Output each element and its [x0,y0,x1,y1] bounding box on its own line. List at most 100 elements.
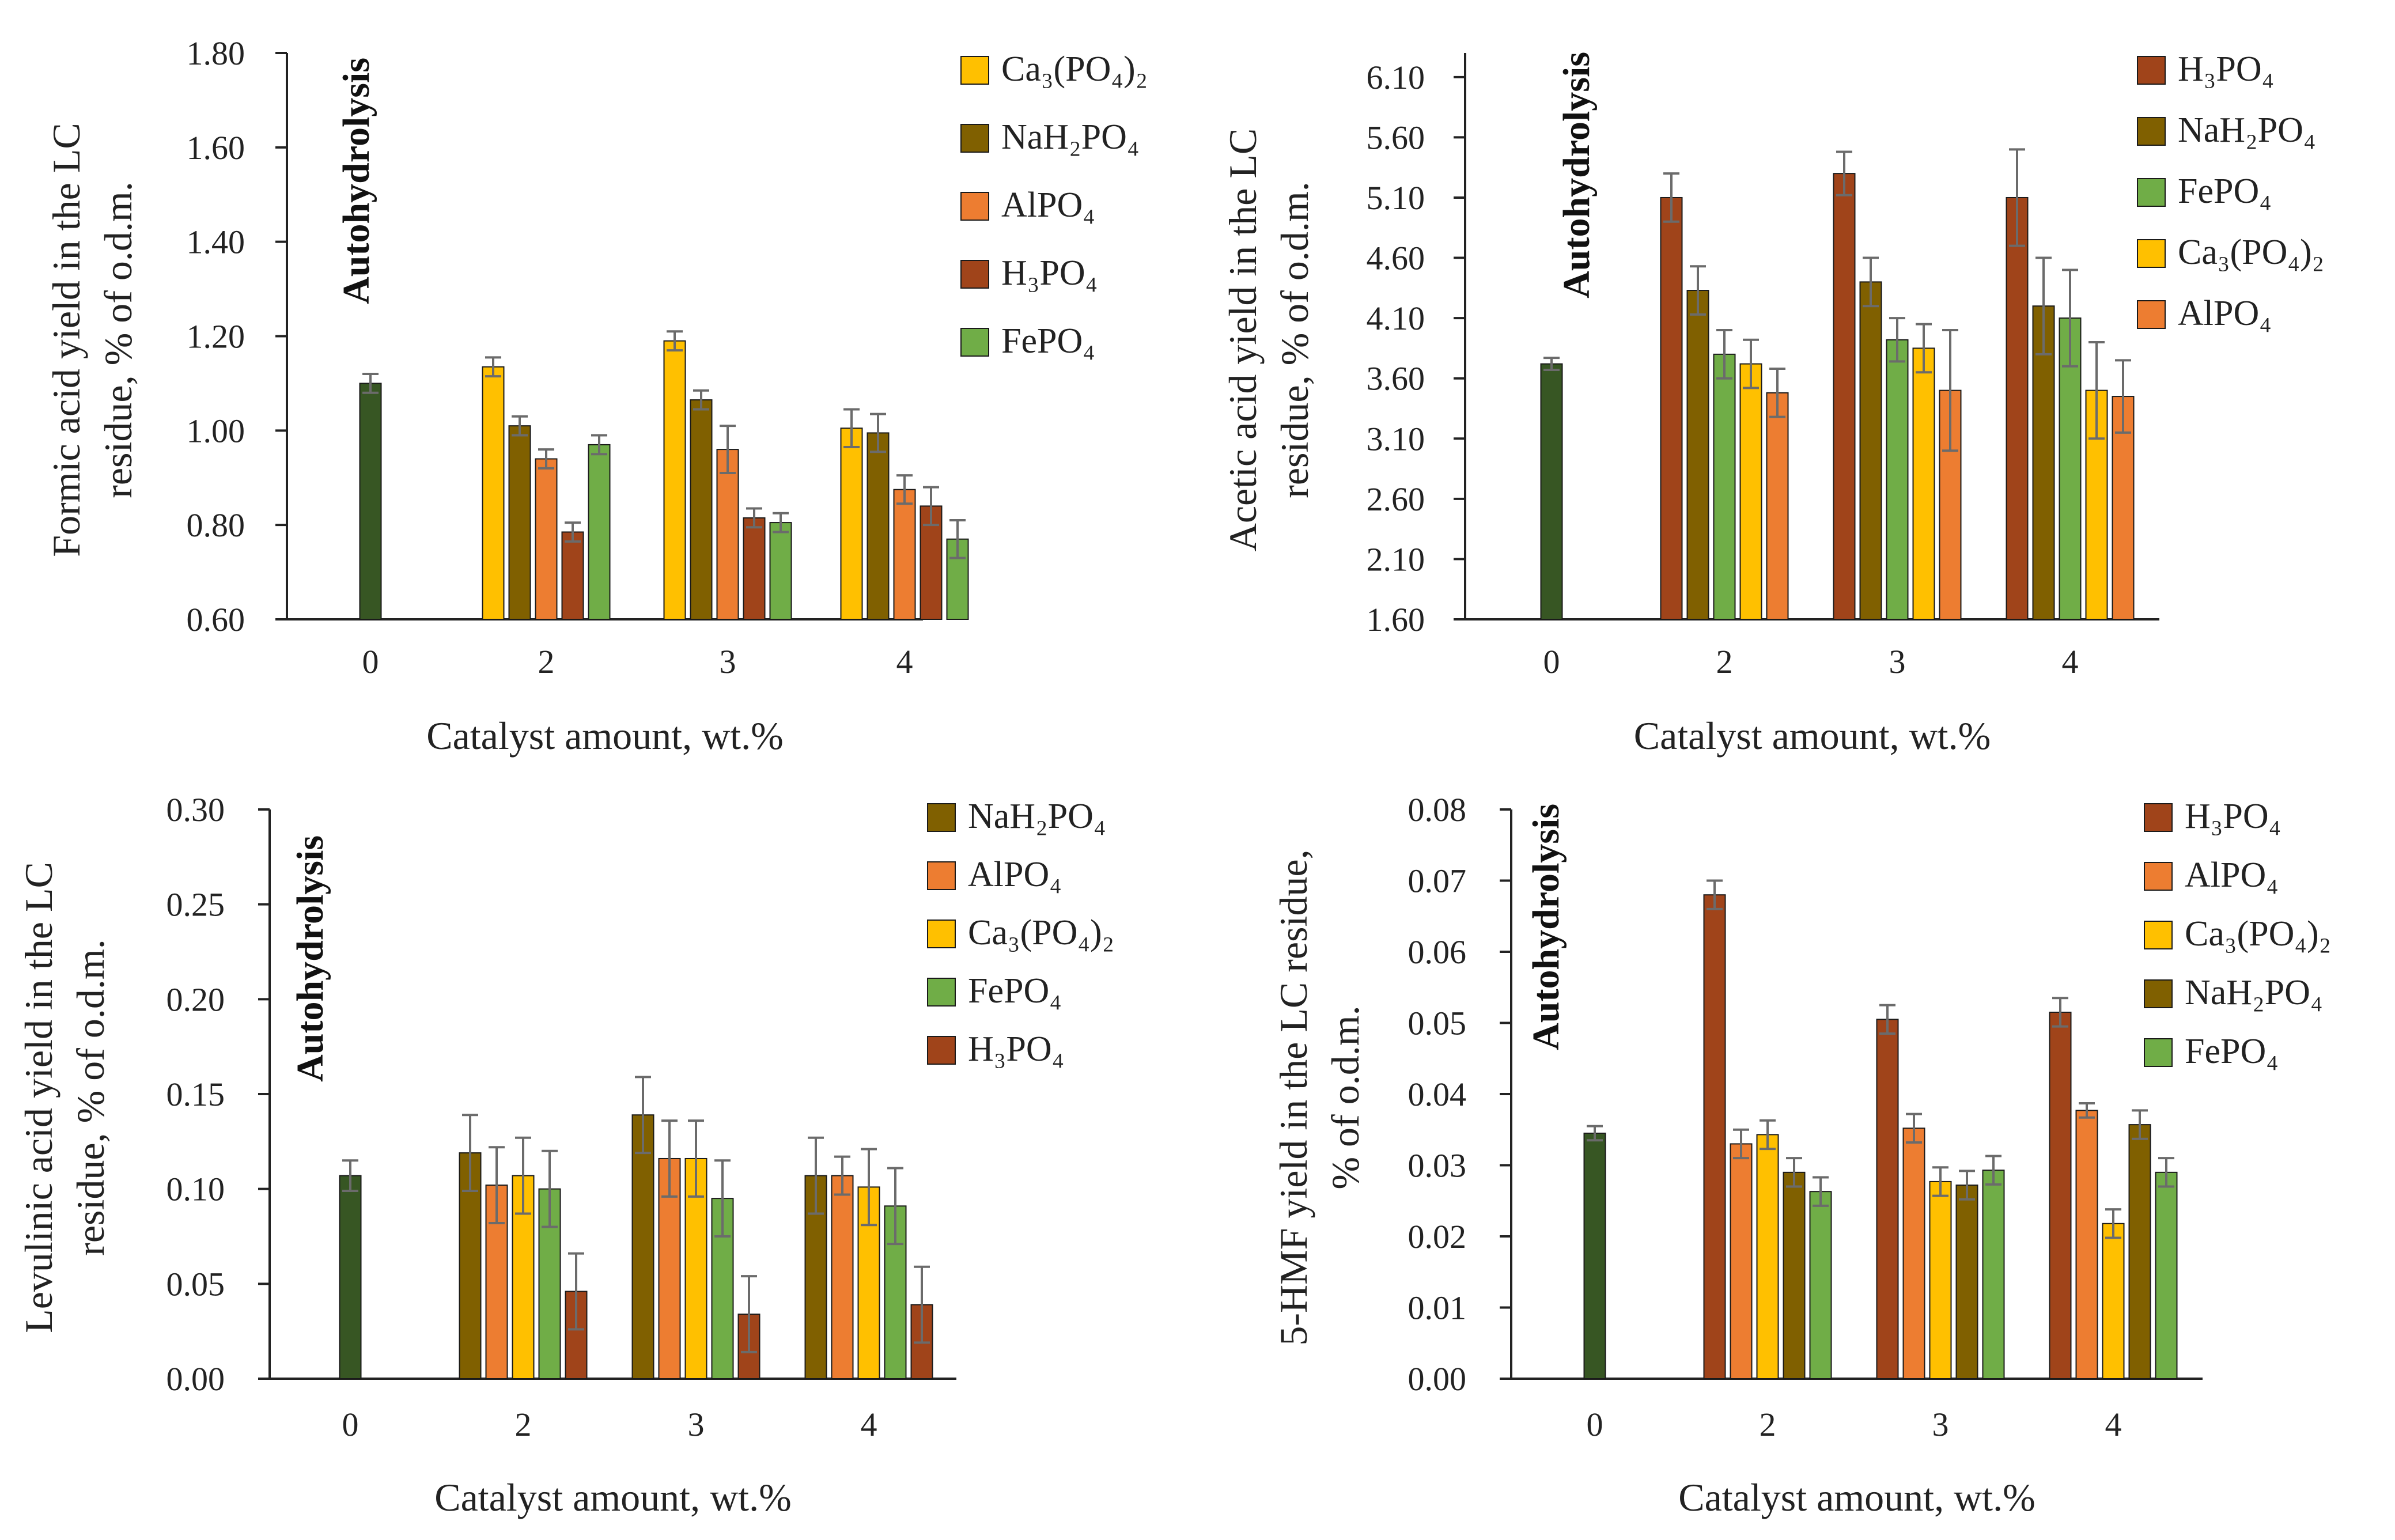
y-tick-label: 0.30 [167,791,225,828]
legend-swatch [927,920,956,948]
x-axis-title: Catalyst amount, wt.% [1634,714,1991,758]
bar-ca3po42 [482,366,505,620]
y-tick-label: 0.60 [187,601,245,638]
x-tick-label: 0 [1543,643,1560,680]
bar-alpo4 [1730,1143,1753,1379]
autohydrolysis-annotation: Autohydrolysis [289,835,331,1082]
y-tick-label: 2.10 [1367,540,1425,578]
legend-swatch [960,192,989,221]
y-tick-label: 1.40 [187,224,245,261]
y-tick-label: 5.60 [1367,119,1425,156]
bar-alpo4 [535,458,558,620]
bar-autohydrolysis [1540,363,1563,620]
y-axis-title: Formic acid yield in the LC [44,123,88,557]
y-axis-title: Acetic acid yield in the LC [1221,128,1265,552]
y-tick-label: 0.15 [167,1076,225,1113]
y-tick-label: 1.80 [187,35,245,72]
legend-swatch [2144,1038,2173,1067]
legend-swatch [927,978,956,1007]
legend-label: H₃PO₄ [2185,797,2281,836]
legend-label: Ca₃(PO₄)₂ [968,913,1114,952]
legend-label: AlPO₄ [2185,856,2279,895]
x-tick-label: 4 [2062,643,2079,680]
y-tick-label: 6.10 [1367,59,1425,96]
x-tick-label: 2 [1716,643,1733,680]
x-tick-label: 3 [688,1406,705,1443]
y-tick-label: 1.60 [1367,601,1425,638]
legend-swatch [2144,803,2173,832]
bar-nah2po4 [867,432,890,620]
x-tick-label: 3 [1932,1406,1949,1443]
y-tick-label: 0.05 [1408,1005,1467,1042]
x-tick-label: 2 [1760,1406,1776,1443]
legend-label: NaH₂PO₄ [1001,118,1140,157]
bar-h3po4 [743,517,766,620]
legend-label: FePO₄ [2178,172,2272,211]
legend-swatch [960,56,989,85]
y-tick-label: 4.60 [1367,240,1425,277]
legend-label: AlPO₄ [968,855,1062,894]
chart-4: 0.00 0.01 0.02 0.03 0.04 0.05 0.06 0.07 0.08 0 2 3 4… [1272,791,2331,1519]
bar-ca3po42 [684,1157,707,1380]
bar-autohydrolysis [1583,1132,1606,1380]
bar-h3po4 [1833,173,1856,620]
x-tick-label: 2 [515,1406,532,1443]
y-tick-label: 4.10 [1367,300,1425,337]
bar-ca3po42 [1929,1180,1952,1380]
bar-nah2po4 [2032,305,2055,620]
bar-ca3po42 [840,427,863,620]
bar-alpo4 [2075,1110,2098,1380]
legend-label: NaH₂PO₄ [2185,973,2323,1012]
y-tick-label: 0.06 [1408,933,1467,971]
y-tick-label: 0.80 [187,506,245,544]
bar-fepo4 [588,444,611,620]
bar-fepo4 [2155,1171,2178,1379]
bar-nah2po4 [1686,290,1709,620]
legend-label: H₃PO₄ [1001,253,1098,293]
y-tick-label: 0.02 [1408,1218,1467,1255]
bar-alpo4 [716,449,739,620]
legend-swatch [2137,117,2166,146]
y-axis-title: residue, % of o.d.m. [96,181,140,498]
y-tick-label: 0.25 [167,886,225,924]
bar-ca3po42 [663,340,686,620]
bar-fepo4 [2059,317,2082,620]
y-axis-title: Levulinic acid yield in the LC [17,862,60,1333]
bar-alpo4 [831,1175,854,1379]
legend-label: Ca₃(PO₄)₂ [2185,914,2331,953]
x-tick-label: 3 [1889,643,1906,680]
x-axis-title: Catalyst amount, wt.% [434,1475,791,1519]
y-tick-label: 0.10 [167,1171,225,1208]
bar-h3po4 [1876,1019,1899,1379]
y-tick-label: 3.60 [1367,360,1425,398]
legend-swatch [2137,239,2166,268]
legend-swatch [2144,979,2173,1008]
y-axis-title: 5-HMF yield in the LC residue, [1272,849,1315,1345]
legend-label: FePO₄ [2185,1032,2279,1071]
legend-label: NaH₂PO₄ [968,797,1106,836]
y-tick-label: 0.20 [167,981,225,1018]
y-tick-label: 0.04 [1408,1076,1467,1113]
bar-alpo4 [1902,1127,1925,1380]
x-tick-label: 0 [1587,1406,1603,1443]
bar-nah2po4 [1859,281,1882,620]
bar-nah2po4 [2128,1124,2151,1379]
legend-swatch [960,124,989,153]
autohydrolysis-annotation: Autohydrolysis [335,58,377,304]
x-tick-label: 2 [538,643,555,680]
legend-swatch [2137,178,2166,207]
y-axis-title: % of o.d.m. [1323,1005,1367,1189]
bar-nah2po4 [508,425,531,620]
y-axis-title: residue, % of o.d.m. [69,939,112,1256]
chart-2: 1.60 2.10 2.60 3.10 3.60 4.10 4.60 5.10 5.60 6.10… [1221,50,2324,758]
legend-swatch [2144,862,2173,891]
y-tick-label: 1.20 [187,318,245,355]
bar-fepo4 [1982,1170,2005,1380]
bar-fepo4 [1809,1191,1832,1380]
y-tick-label: 3.10 [1367,420,1425,457]
legend-label: Ca₃(PO₄)₂ [2178,233,2324,272]
bar-alpo4 [1766,392,1789,620]
y-tick-label: 0.03 [1408,1147,1467,1185]
legend-label: H₃PO₄ [968,1030,1064,1069]
